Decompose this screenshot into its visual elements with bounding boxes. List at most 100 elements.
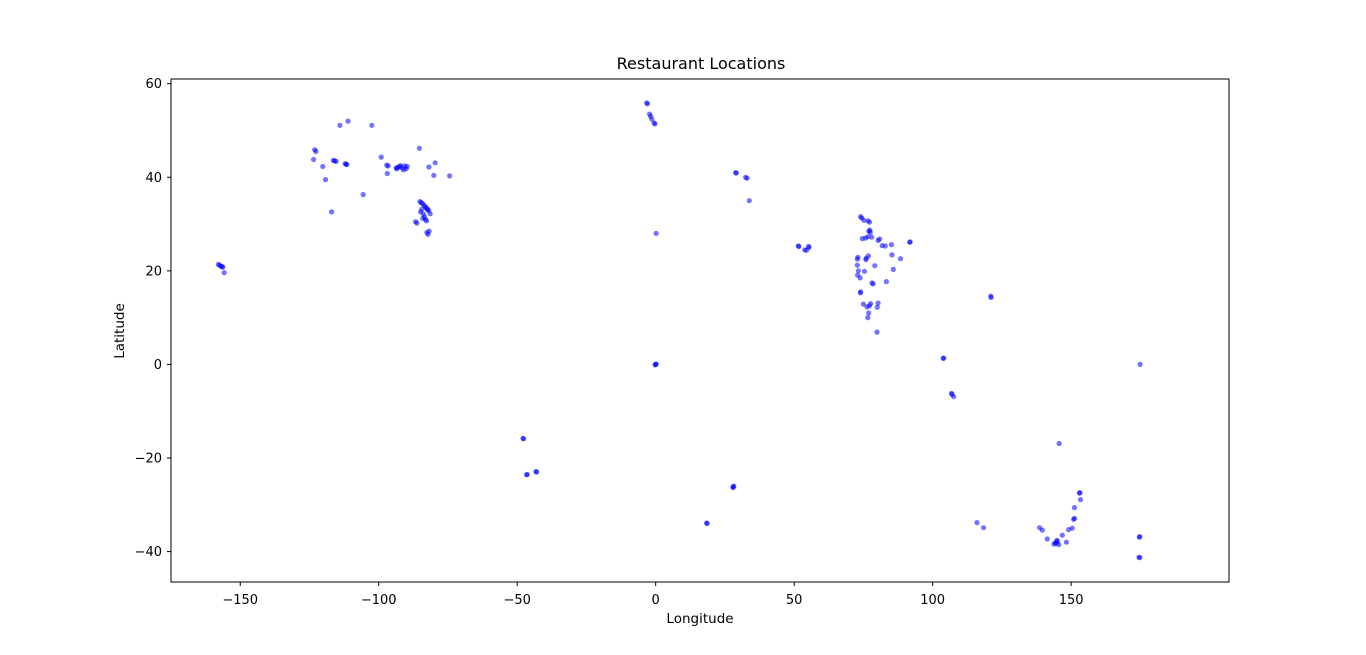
data-point (221, 270, 227, 276)
data-point (882, 243, 888, 249)
x-tick-label: 50 (786, 593, 803, 608)
data-point (1071, 516, 1077, 522)
y-tick-label: 20 (145, 264, 162, 279)
data-point (426, 228, 432, 234)
data-point (652, 121, 658, 127)
data-point (534, 469, 540, 475)
data-point (907, 239, 913, 245)
data-point (870, 281, 876, 287)
data-point (1063, 539, 1069, 545)
data-point (861, 268, 868, 274)
data-point (860, 301, 867, 307)
data-point (866, 303, 873, 309)
x-axis-label: Longitude (666, 611, 733, 627)
data-point (883, 279, 890, 285)
data-point (730, 484, 736, 491)
data-point (866, 219, 873, 225)
x-tick-label: −100 (361, 593, 397, 608)
data-point (861, 217, 867, 223)
data-point (857, 275, 863, 281)
data-point (313, 148, 319, 155)
data-point (854, 256, 860, 262)
y-tick-label: 60 (145, 77, 162, 92)
data-point (360, 192, 366, 198)
data-point (865, 315, 871, 321)
data-point (951, 394, 957, 400)
data-point (859, 236, 865, 242)
y-tick-label: −20 (135, 452, 162, 467)
x-tick-label: −50 (503, 593, 530, 608)
data-point (867, 229, 873, 236)
data-point (744, 175, 750, 181)
data-point (875, 300, 881, 306)
data-point (1136, 554, 1142, 560)
data-point (874, 329, 880, 335)
y-axis: −40 −20 0 20 40 60 (135, 77, 171, 560)
data-point (872, 263, 878, 269)
plot-frame (170, 78, 1230, 583)
data-point (416, 145, 422, 151)
data-point (875, 237, 881, 243)
data-point (311, 156, 317, 163)
data-point (874, 304, 880, 310)
data-point (1053, 540, 1060, 546)
data-point (329, 209, 335, 215)
data-point (1059, 532, 1065, 538)
data-point (345, 118, 351, 124)
data-point (653, 230, 659, 236)
data-point (854, 262, 860, 268)
data-point (890, 266, 896, 272)
x-axis: −150 −100 −50 0 50 100 150 (222, 582, 1084, 608)
data-point (941, 355, 947, 361)
data-point (733, 170, 739, 176)
data-point (322, 177, 329, 183)
data-point (652, 362, 658, 368)
data-point (644, 101, 651, 107)
data-point (447, 173, 453, 179)
data-point (1071, 505, 1078, 511)
data-point (420, 215, 426, 221)
x-tick-label: −150 (222, 593, 258, 608)
data-point (1066, 527, 1072, 533)
data-point (369, 122, 375, 128)
data-point (1137, 361, 1143, 367)
data-point (897, 256, 904, 262)
chart-title: Restaurant Locations (617, 54, 786, 73)
data-point (888, 242, 895, 248)
data-point (806, 244, 812, 250)
data-point (746, 198, 752, 204)
data-point (320, 163, 326, 170)
data-point (337, 122, 343, 128)
data-point (426, 164, 432, 170)
x-tick-label: 100 (920, 593, 945, 608)
data-point (427, 211, 433, 217)
data-point (344, 162, 350, 168)
data-point (431, 172, 437, 178)
data-point (393, 165, 399, 171)
y-tick-label: 40 (145, 171, 162, 186)
data-point (1037, 525, 1043, 531)
data-point (220, 264, 226, 270)
data-point (1044, 536, 1050, 542)
y-tick-label: 0 (154, 358, 162, 373)
data-point (524, 471, 530, 477)
data-point (1056, 440, 1062, 447)
data-point (333, 158, 339, 164)
data-point (857, 290, 864, 296)
data-point (1077, 497, 1084, 503)
data-point (424, 218, 430, 224)
data-point (988, 294, 994, 301)
data-point (521, 436, 527, 442)
data-point (385, 163, 391, 169)
y-axis-label: Latitude (112, 303, 128, 359)
data-point (855, 268, 862, 274)
data-point (869, 234, 875, 240)
data-points (215, 100, 1143, 561)
data-point (865, 253, 872, 259)
data-point (796, 243, 802, 250)
data-point (1136, 534, 1142, 540)
data-point (432, 160, 438, 166)
data-point (889, 252, 895, 258)
data-point (704, 520, 710, 527)
